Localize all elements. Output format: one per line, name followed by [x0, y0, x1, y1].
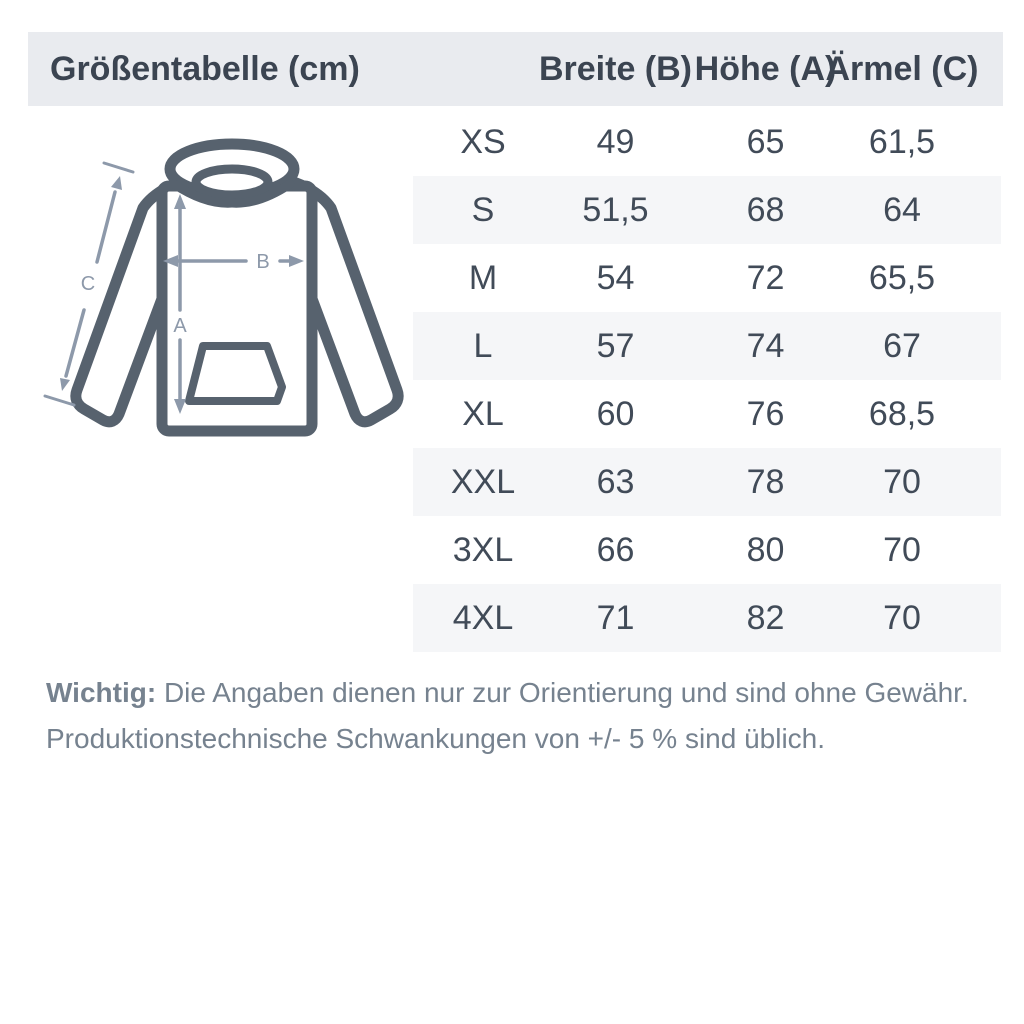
dimension-arrow-b: [163, 255, 304, 267]
disclaimer-lead: Wichtig:: [46, 677, 157, 708]
label-a: A: [173, 315, 187, 337]
hoehe-value: 65: [746, 122, 785, 161]
table-row-xxl: XXL 63 78 70: [413, 448, 1001, 516]
hoodie-pocket: [185, 342, 286, 405]
size-table: XS 49 65 61,5 S 51,5 68 64 M 54 72 65,5 …: [413, 108, 1001, 652]
hoehe-value: 76: [746, 394, 785, 433]
aermel-value: 68,5: [868, 394, 936, 433]
breite-value: 60: [596, 394, 635, 433]
dimension-arrow-c: [43, 161, 135, 407]
size-label: XXL: [450, 462, 516, 501]
table-row-xs: XS 49 65 61,5: [413, 108, 1001, 176]
disclaimer-line1: Die Angaben dienen nur zur Orientierung …: [163, 677, 969, 708]
table-row-s: S 51,5 68 64: [413, 176, 1001, 244]
label-b: B: [256, 251, 269, 273]
table-row-4xl: 4XL 71 82 70: [413, 584, 1001, 652]
table-row-xl: XL 60 76 68,5: [413, 380, 1001, 448]
hoodie-collar-right: [219, 179, 295, 208]
disclaimer-line2: Produktionstechnische Schwankungen von +…: [46, 723, 826, 754]
aermel-value: 70: [883, 598, 921, 637]
breite-value: 57: [596, 326, 635, 365]
aermel-value: 61,5: [868, 122, 936, 161]
table-row-l: L 57 74 67: [413, 312, 1001, 380]
table-row-m: M 54 72 65,5: [413, 244, 1001, 312]
aermel-value: 67: [883, 326, 921, 365]
label-c: C: [81, 273, 95, 295]
aermel-value: 65,5: [868, 258, 936, 297]
size-label: M: [468, 258, 498, 297]
column-header-aermel: Ärmel (C): [825, 49, 979, 88]
aermel-value: 70: [883, 530, 921, 569]
size-label: 4XL: [452, 598, 514, 637]
hoodie-hood-inner: [191, 164, 273, 200]
page-title: Größentabelle (cm): [50, 49, 360, 88]
breite-value: 71: [596, 598, 635, 637]
hoehe-value: 82: [746, 598, 785, 637]
column-header-breite: Breite (B): [538, 49, 693, 88]
table-header: Größentabelle (cm) Breite (B) Höhe (A) Ä…: [28, 32, 1003, 106]
hoehe-value: 80: [746, 530, 785, 569]
breite-value: 63: [596, 462, 635, 501]
column-header-hoehe: Höhe (A): [694, 49, 837, 88]
hoodie-diagram: A B C: [43, 138, 404, 437]
size-label: S: [471, 190, 495, 229]
table-row-3xl: 3XL 66 80 70: [413, 516, 1001, 584]
size-label: L: [473, 326, 493, 365]
hoehe-value: 78: [746, 462, 785, 501]
aermel-value: 70: [883, 462, 921, 501]
breite-value: 54: [596, 258, 635, 297]
hoehe-value: 72: [746, 258, 785, 297]
dimension-arrow-a: [174, 194, 186, 414]
aermel-value: 64: [883, 190, 921, 229]
hoehe-value: 68: [746, 190, 785, 229]
hoehe-value: 74: [746, 326, 785, 365]
disclaimer-note: Wichtig: Die Angaben dienen nur zur Orie…: [46, 670, 976, 762]
breite-value: 51,5: [582, 190, 649, 229]
size-label: XS: [460, 122, 506, 161]
breite-value: 49: [596, 122, 635, 161]
size-label: XL: [462, 394, 504, 433]
breite-value: 66: [596, 530, 635, 569]
size-label: 3XL: [452, 530, 514, 569]
